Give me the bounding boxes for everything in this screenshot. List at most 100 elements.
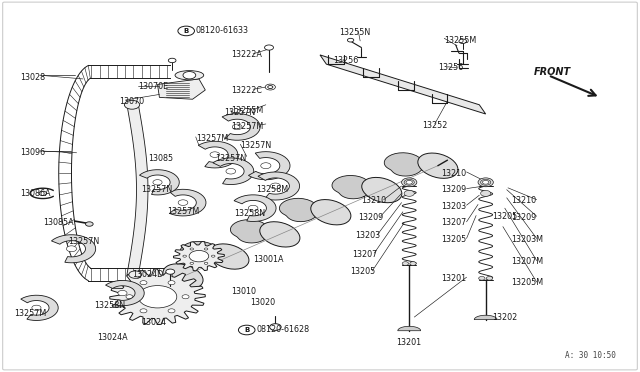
Text: FRONT: FRONT xyxy=(534,67,571,77)
Text: 13257N: 13257N xyxy=(215,154,246,163)
Circle shape xyxy=(140,280,147,285)
Circle shape xyxy=(210,152,220,157)
Circle shape xyxy=(232,124,242,130)
Circle shape xyxy=(204,262,208,264)
Circle shape xyxy=(140,309,147,313)
Text: 13085A: 13085A xyxy=(43,218,74,227)
Circle shape xyxy=(190,248,193,250)
Circle shape xyxy=(118,291,127,296)
Text: 13257M: 13257M xyxy=(231,122,263,131)
Circle shape xyxy=(265,84,275,90)
Circle shape xyxy=(459,39,467,44)
Circle shape xyxy=(168,309,175,313)
Circle shape xyxy=(406,180,412,184)
Text: 13096: 13096 xyxy=(20,148,45,157)
Text: 13028: 13028 xyxy=(20,73,45,81)
Circle shape xyxy=(138,286,177,308)
Text: 13210: 13210 xyxy=(511,196,536,205)
Polygon shape xyxy=(248,152,290,180)
Text: 13257M: 13257M xyxy=(14,309,46,318)
Circle shape xyxy=(348,38,354,42)
Text: 13210: 13210 xyxy=(362,196,387,205)
Text: 13086A: 13086A xyxy=(20,189,51,198)
Circle shape xyxy=(153,180,162,185)
Circle shape xyxy=(204,248,208,250)
Circle shape xyxy=(166,269,175,274)
Text: 13203: 13203 xyxy=(441,202,466,211)
Circle shape xyxy=(269,324,281,330)
Text: 13020: 13020 xyxy=(250,298,275,307)
Text: 13024A: 13024A xyxy=(97,333,127,342)
Circle shape xyxy=(478,178,493,187)
Text: 13257M: 13257M xyxy=(167,207,199,217)
Text: A: 30 10:50: A: 30 10:50 xyxy=(565,350,616,359)
Text: 13201: 13201 xyxy=(441,274,466,283)
Polygon shape xyxy=(173,241,225,271)
Text: 13085: 13085 xyxy=(148,154,173,163)
Text: 13024D: 13024D xyxy=(132,270,163,279)
Text: 13255M: 13255M xyxy=(444,36,477,45)
Polygon shape xyxy=(320,55,486,114)
Polygon shape xyxy=(157,79,205,99)
Text: 13205M: 13205M xyxy=(511,278,543,287)
Text: 13202: 13202 xyxy=(492,312,517,321)
Circle shape xyxy=(189,250,209,262)
Ellipse shape xyxy=(260,222,300,247)
Polygon shape xyxy=(198,141,238,168)
Text: 13255M: 13255M xyxy=(231,106,263,115)
Text: 13205: 13205 xyxy=(441,235,467,244)
Ellipse shape xyxy=(163,264,203,289)
Circle shape xyxy=(264,45,273,50)
Circle shape xyxy=(211,255,215,257)
Ellipse shape xyxy=(362,177,402,203)
Ellipse shape xyxy=(175,71,204,80)
Text: 13205: 13205 xyxy=(492,212,517,221)
Polygon shape xyxy=(109,269,205,324)
Ellipse shape xyxy=(311,199,351,225)
Polygon shape xyxy=(230,219,269,243)
Text: 08120-61628: 08120-61628 xyxy=(256,326,309,334)
Circle shape xyxy=(183,71,196,79)
Text: 08120-61633: 08120-61633 xyxy=(196,26,249,35)
Circle shape xyxy=(401,178,417,187)
Polygon shape xyxy=(474,315,497,320)
Ellipse shape xyxy=(209,244,249,269)
Polygon shape xyxy=(170,189,206,216)
Circle shape xyxy=(129,271,141,278)
Text: 13258M: 13258M xyxy=(256,185,289,194)
Circle shape xyxy=(226,169,236,174)
Text: 13210: 13210 xyxy=(441,169,466,177)
Circle shape xyxy=(124,100,140,109)
Circle shape xyxy=(178,26,195,36)
Circle shape xyxy=(168,58,176,62)
Circle shape xyxy=(178,200,188,205)
Text: 13257N: 13257N xyxy=(141,185,173,194)
Text: 13255N: 13255N xyxy=(339,28,371,37)
Text: 13256: 13256 xyxy=(333,56,358,65)
Polygon shape xyxy=(234,195,276,221)
Polygon shape xyxy=(106,280,144,306)
Circle shape xyxy=(182,295,189,299)
Circle shape xyxy=(248,205,258,211)
Polygon shape xyxy=(332,176,371,199)
Polygon shape xyxy=(140,170,179,195)
Polygon shape xyxy=(127,105,148,275)
Text: 13207: 13207 xyxy=(441,218,467,227)
Circle shape xyxy=(486,276,493,280)
Circle shape xyxy=(268,86,273,89)
Circle shape xyxy=(481,179,491,185)
Circle shape xyxy=(410,262,416,265)
Polygon shape xyxy=(213,158,254,185)
Text: 13209: 13209 xyxy=(511,213,536,222)
Text: 13070: 13070 xyxy=(119,97,145,106)
Circle shape xyxy=(260,163,271,169)
Polygon shape xyxy=(397,326,420,331)
Text: B: B xyxy=(244,327,250,333)
Text: 13201: 13201 xyxy=(396,339,422,347)
Circle shape xyxy=(404,179,414,185)
Circle shape xyxy=(483,180,489,184)
Circle shape xyxy=(404,190,414,196)
Polygon shape xyxy=(384,153,424,176)
Polygon shape xyxy=(258,172,300,200)
Ellipse shape xyxy=(418,153,458,178)
